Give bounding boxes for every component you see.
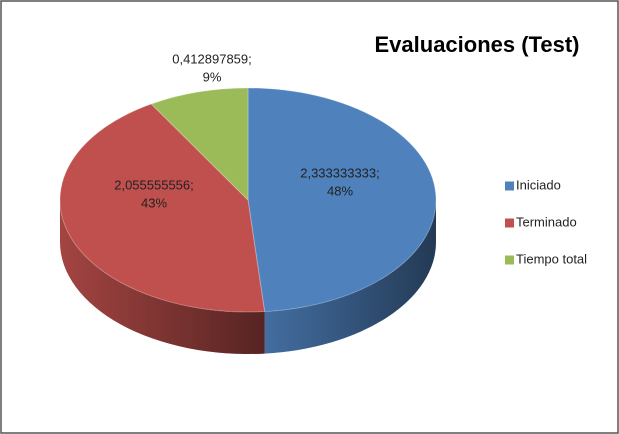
data-labels: 2,333333333; 48% 2,055555556; 43% 0,41289785… [114, 51, 380, 210]
data-label-percent: 48% [327, 183, 353, 198]
chart-title: Evaluaciones (Test) [375, 32, 580, 57]
legend-label: Iniciado [516, 177, 561, 192]
data-label-percent: 43% [141, 195, 167, 210]
slice-side-shade [264, 200, 436, 354]
slice-side-shade [60, 200, 265, 355]
legend-label: Tiempo total [516, 251, 587, 266]
pie [59, 87, 437, 355]
legend: Iniciado Terminado Tiempo total [505, 177, 587, 266]
legend-swatch [505, 181, 514, 191]
slice [59, 103, 266, 313]
legend-label: Terminado [516, 214, 577, 229]
data-label-value: 2,055555556; [114, 177, 194, 192]
slice [150, 87, 249, 202]
legend-swatch [505, 255, 514, 265]
data-label-value: 2,333333333; [300, 165, 380, 180]
data-label-value: 0,412897859; [172, 51, 252, 66]
slice [247, 87, 437, 313]
legend-swatch [505, 218, 514, 228]
data-label-percent: 9% [203, 69, 222, 84]
